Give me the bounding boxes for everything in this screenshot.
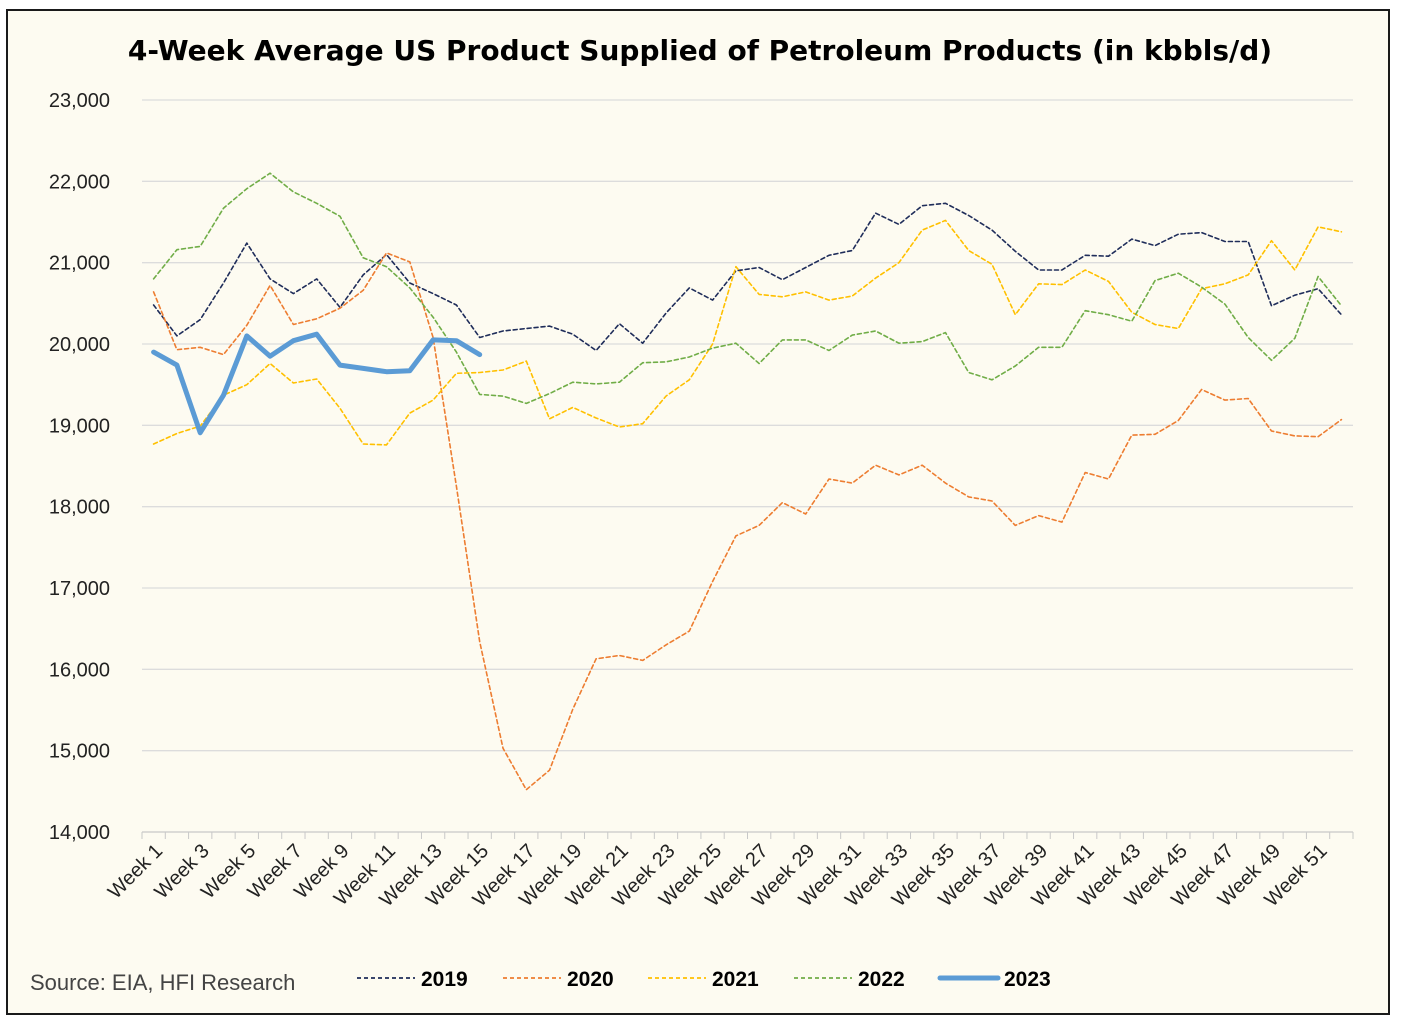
legend-label: 2021 xyxy=(712,968,759,991)
chart-frame xyxy=(6,9,1390,1015)
legend-label: 2019 xyxy=(421,968,468,991)
legend: 2019 2020 2021 2022 2023 xyxy=(357,968,1051,991)
series-2020 xyxy=(152,252,1343,791)
y-tick-label: 19,000 xyxy=(49,415,110,437)
y-tick-label: 20,000 xyxy=(49,334,110,356)
source-note: Source: EIA, HFI Research xyxy=(30,970,295,995)
legend-label: 2020 xyxy=(567,968,614,991)
y-axis: 14,000 15,000 16,000 17,000 18,000 19,000 20,0… xyxy=(49,90,110,844)
series-2021 xyxy=(152,219,1343,446)
legend-label: 2022 xyxy=(858,968,905,991)
series-line-2019 xyxy=(152,202,1343,352)
y-tick-label: 16,000 xyxy=(49,659,110,681)
legend-item-2022: 2022 xyxy=(794,968,905,991)
gridlines xyxy=(142,99,1353,833)
series-2019 xyxy=(152,202,1343,352)
y-tick-label: 21,000 xyxy=(49,253,110,275)
y-tick-label: 22,000 xyxy=(49,171,110,193)
legend-item-2020: 2020 xyxy=(503,968,614,991)
chart-title: 4-Week Average US Product Supplied of Pe… xyxy=(128,34,1272,67)
legend-item-2021: 2021 xyxy=(648,968,759,991)
series-line-2021 xyxy=(152,219,1343,446)
legend-label: 2023 xyxy=(1004,968,1051,991)
series-lines xyxy=(151,172,1343,791)
series-line-2020 xyxy=(152,252,1343,791)
y-tick-label: 15,000 xyxy=(49,741,110,763)
legend-item-2023: 2023 xyxy=(937,968,1051,991)
y-tick-label: 18,000 xyxy=(49,497,110,519)
series-2022 xyxy=(152,172,1343,405)
series-line-2022 xyxy=(152,172,1343,405)
series-2023 xyxy=(151,331,483,436)
y-tick-label: 17,000 xyxy=(49,578,110,600)
series-line-2023 xyxy=(151,331,483,436)
legend-item-2019: 2019 xyxy=(357,968,468,991)
y-tick-label: 23,000 xyxy=(49,90,110,112)
y-tick-label: 14,000 xyxy=(49,822,110,844)
